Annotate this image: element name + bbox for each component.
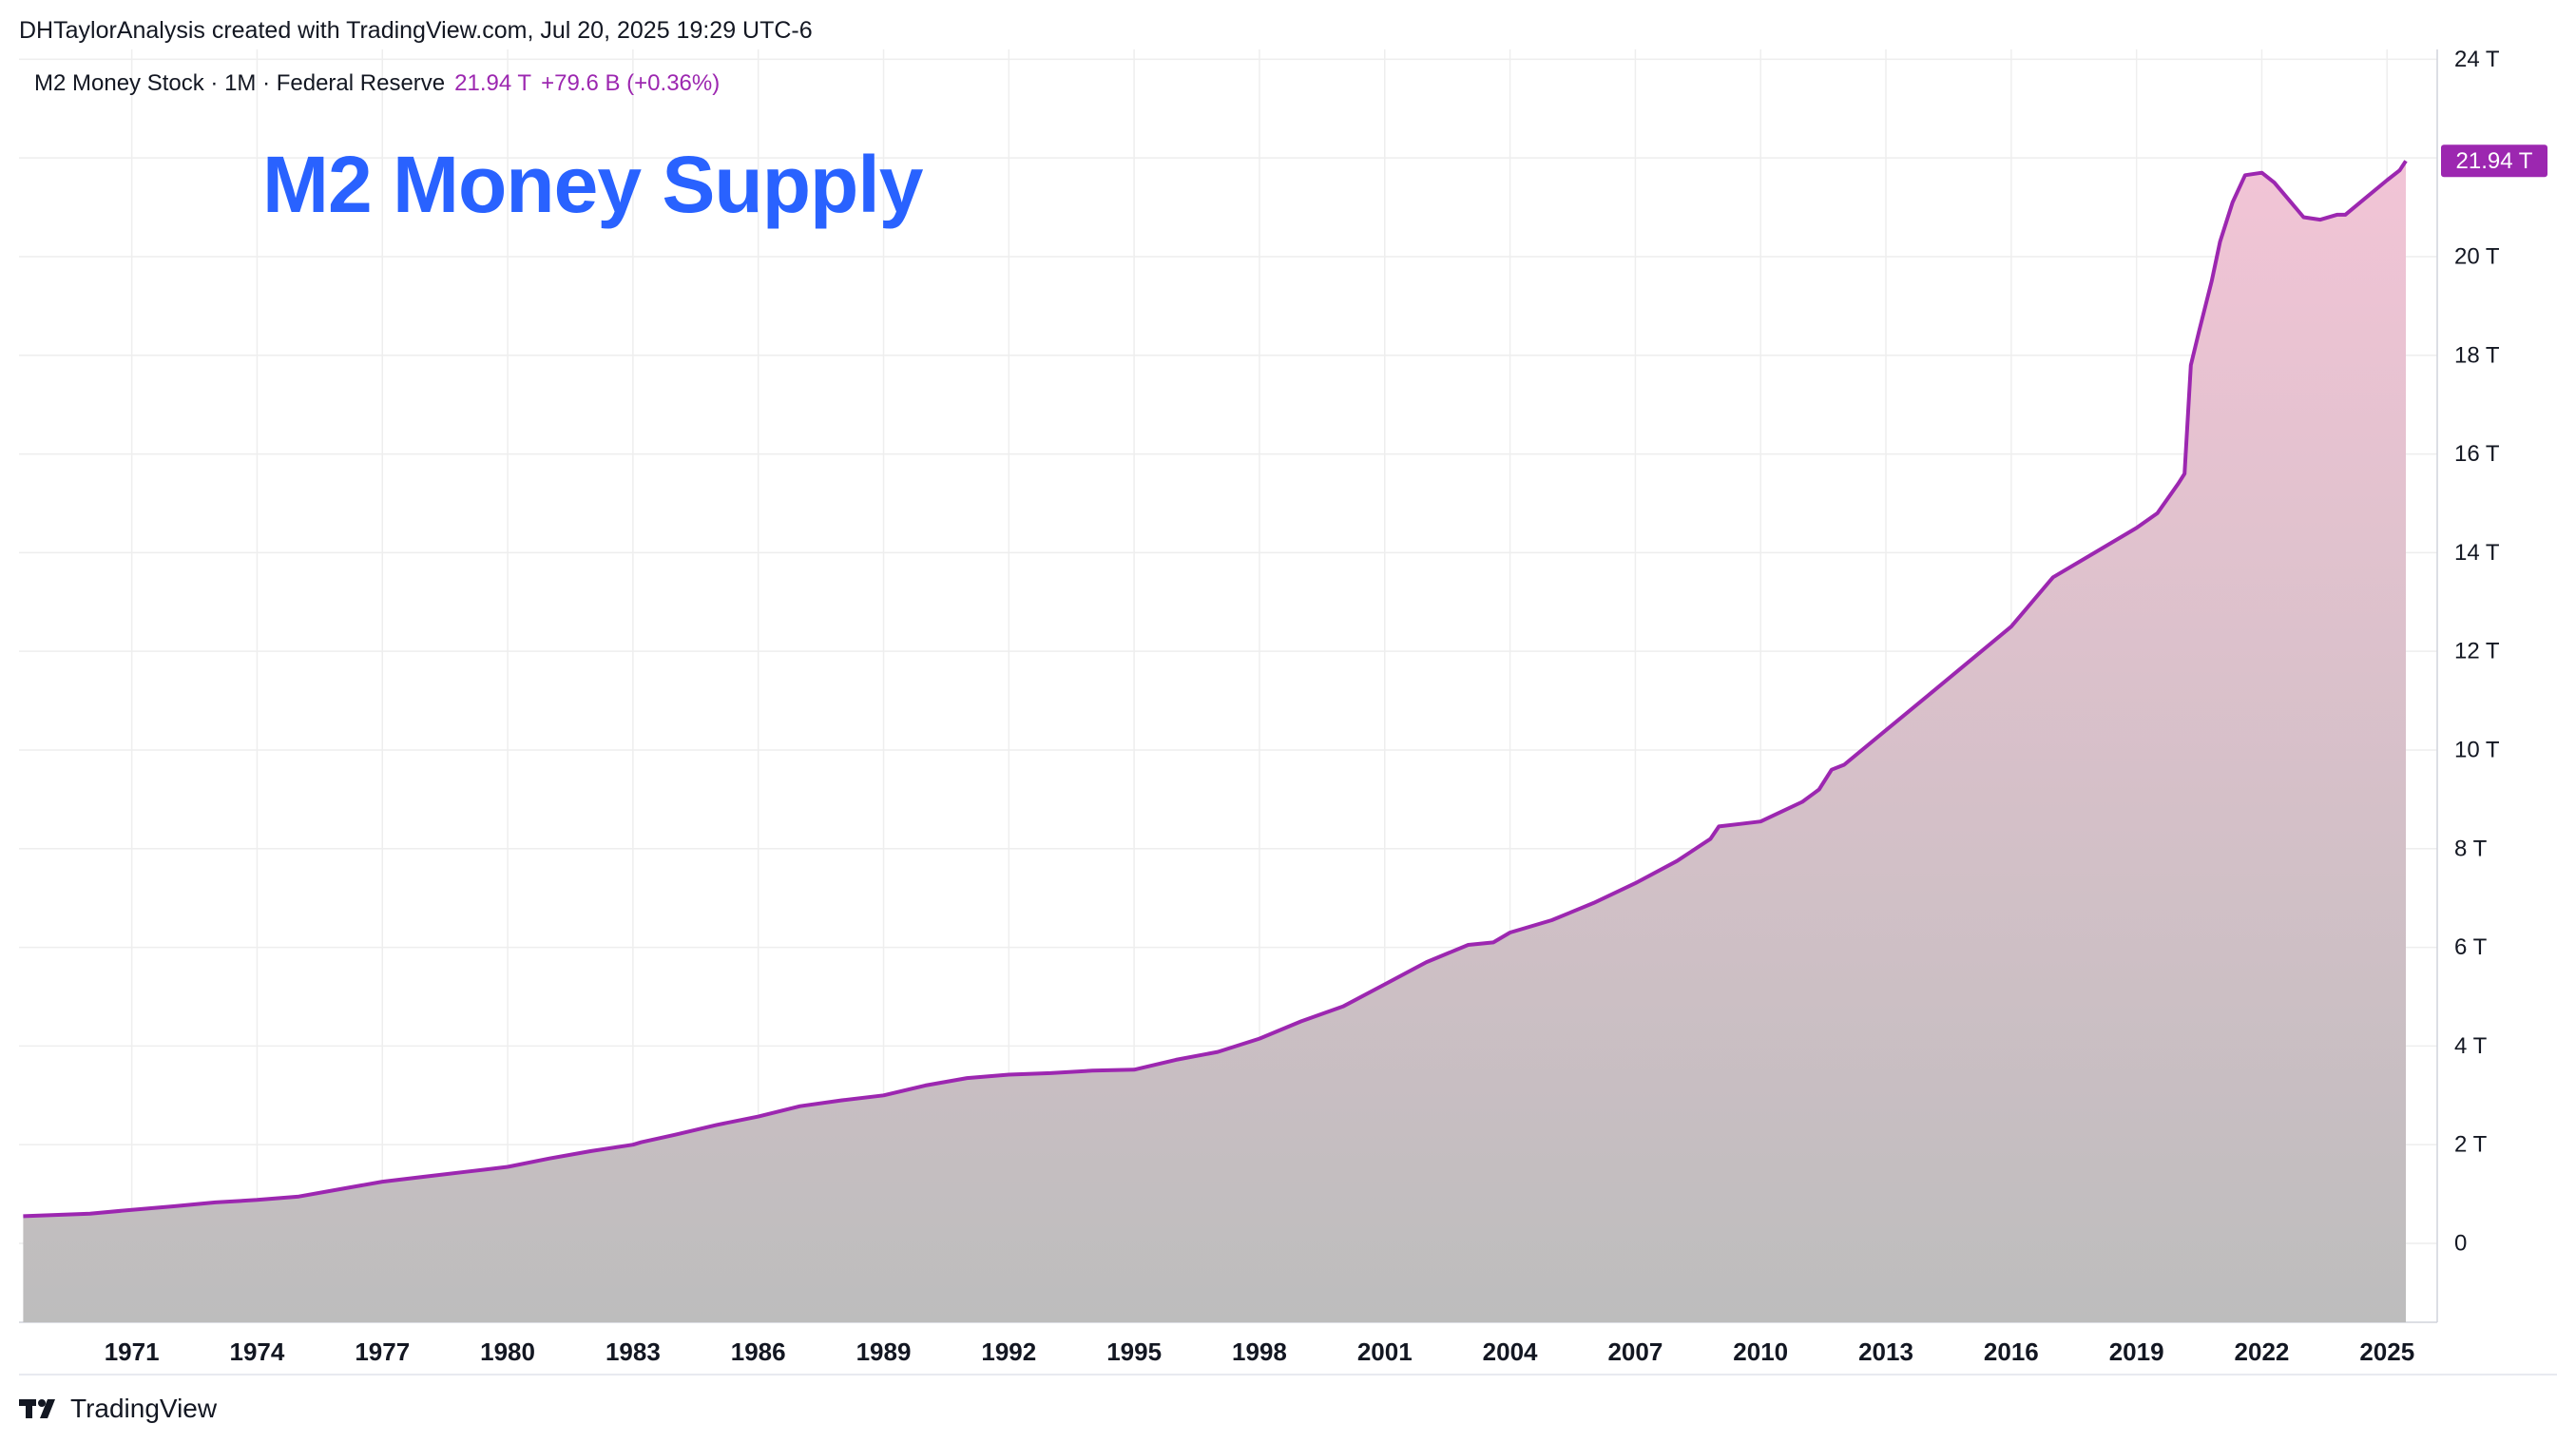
x-tick-label: 2025 [2359,1337,2414,1366]
brand-name: TradingView [70,1394,218,1423]
x-tick-label: 1974 [230,1337,285,1366]
symbol-legend[interactable]: M2 Money Stock · 1M · Federal Reserve 21.… [34,70,720,97]
y-tick-label: 16 T [2454,441,2500,467]
m2-series-line [23,160,2408,1219]
y-tick-label: 0 [2454,1230,2467,1256]
x-axis: 1971 1974 1977 1980 1983 1986 1989 1992 1995 1998… [105,1337,2414,1366]
tradingview-brand[interactable]: TradingView [19,1394,217,1424]
chart-annotation-title: M2 Money Supply [262,140,923,229]
y-tick-label: 18 T [2454,342,2500,368]
x-tick-label: 1983 [606,1337,661,1366]
x-tick-label: 2019 [2109,1337,2164,1366]
m2-area-fill [23,161,2407,1322]
x-tick-label: 1989 [856,1337,912,1366]
y-tick-label: 8 T [2454,836,2488,861]
x-tick-label: 1980 [480,1337,535,1366]
x-tick-label: 1995 [1106,1337,1162,1366]
x-tick-label: 2010 [1733,1337,1788,1366]
y-tick-label: 20 T [2454,243,2500,269]
y-tick-label: 4 T [2454,1033,2488,1059]
last-value-badge: 21.94 T [2441,144,2547,178]
y-tick-label: 12 T [2454,639,2500,664]
y-tick-label: 2 T [2454,1132,2488,1158]
x-tick-label: 1998 [1232,1337,1287,1366]
x-tick-label: 1986 [731,1337,786,1366]
legend-symbol: M2 Money Stock · 1M · Federal Reserve [34,70,446,96]
y-tick-label: 10 T [2454,737,2500,762]
x-tick-label: 1992 [981,1337,1036,1366]
y-tick-label: 14 T [2454,540,2500,566]
last-value-label: 21.94 T [2456,148,2533,174]
x-tick-label: 2001 [1357,1337,1413,1366]
x-tick-label: 2004 [1483,1337,1538,1366]
y-tick-label: 24 T [2454,47,2500,72]
y-axis: 0 2 T 4 T 6 T 8 T 10 T 12 T 14 T 16 T 18 T 20 T 24 … [2454,47,2500,1257]
x-tick-label: 1971 [105,1337,160,1366]
x-tick-label: 2022 [2235,1337,2290,1366]
x-tick-label: 1977 [355,1337,410,1366]
x-tick-label: 2016 [1984,1337,2039,1366]
tradingview-logo-icon [19,1399,55,1418]
x-tick-label: 2013 [1858,1337,1913,1366]
legend-change: +79.6 B (+0.36%) [541,70,721,96]
y-tick-label: 6 T [2454,934,2488,960]
x-tick-label: 2007 [1607,1337,1663,1366]
chart-attribution: DHTaylorAnalysis created with TradingVie… [19,17,813,44]
legend-last-value: 21.94 T [454,70,532,96]
